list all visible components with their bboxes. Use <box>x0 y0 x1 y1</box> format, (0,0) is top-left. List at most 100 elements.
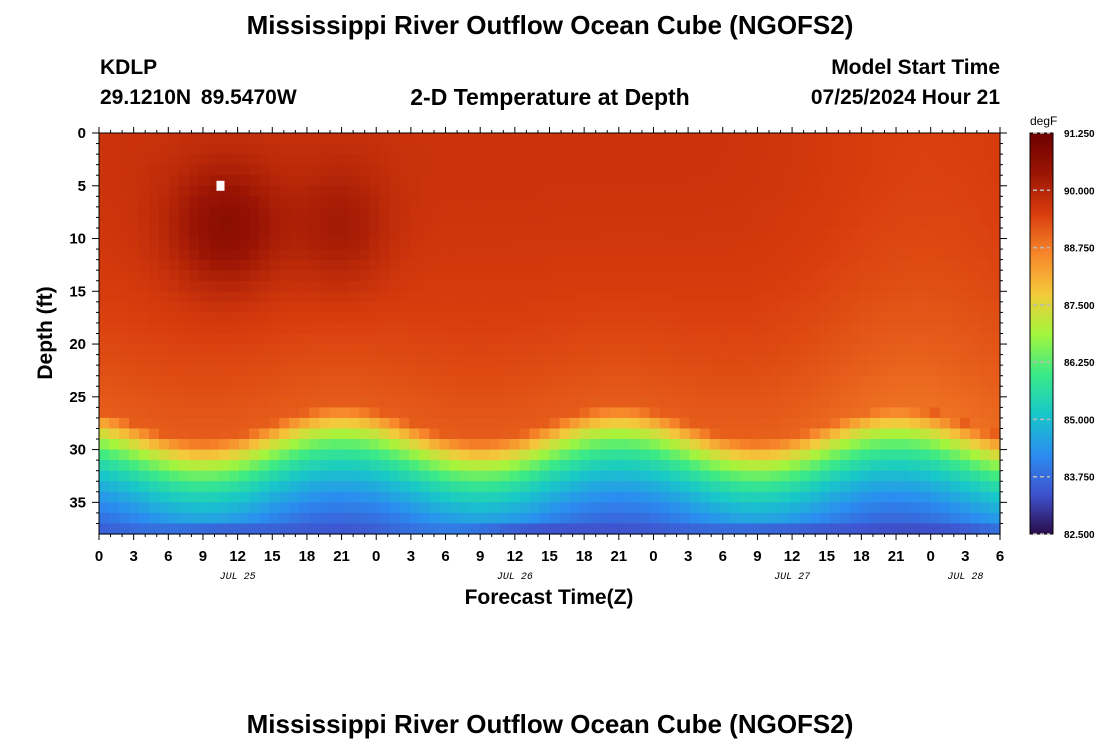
heatmap-cell <box>299 396 310 408</box>
heatmap-cell <box>959 396 971 408</box>
heatmap-cell <box>789 491 801 503</box>
heatmap-cell <box>349 491 360 503</box>
heatmap-cell <box>689 481 701 493</box>
heatmap-cell <box>139 291 150 303</box>
heatmap-cell <box>589 217 601 229</box>
heatmap-cell <box>729 344 741 356</box>
heatmap-cell <box>729 417 741 430</box>
heatmap-cell <box>539 217 551 229</box>
heatmap-cell <box>749 481 761 493</box>
heatmap-cell <box>889 185 901 197</box>
heatmap-cell <box>309 154 320 166</box>
heatmap-cell <box>739 512 751 525</box>
heatmap-cell <box>749 143 761 155</box>
heatmap-cell <box>719 280 731 292</box>
heatmap-cell <box>419 417 430 430</box>
heatmap-cell <box>979 512 991 525</box>
heatmap-cell <box>529 460 541 472</box>
heatmap-cell <box>919 322 931 335</box>
heatmap-cell <box>199 354 210 366</box>
heatmap-cell <box>339 164 350 176</box>
heatmap-cell <box>939 238 951 250</box>
heatmap-cell <box>169 417 180 430</box>
heatmap-cell <box>269 428 280 440</box>
heatmap-cell <box>839 133 851 145</box>
heatmap-cell <box>209 196 220 208</box>
heatmap-cell <box>229 396 240 408</box>
heatmap-cell <box>809 133 821 145</box>
heatmap-cell <box>349 175 360 187</box>
heatmap-cell <box>519 270 531 282</box>
heatmap-cell <box>619 523 631 535</box>
heatmap-cell <box>469 133 481 145</box>
heatmap-cell <box>449 344 460 356</box>
heatmap-cell <box>949 481 961 493</box>
heatmap-cell <box>649 227 661 240</box>
heatmap-cell <box>619 238 631 250</box>
heatmap-cell <box>429 143 440 155</box>
heatmap-cell <box>869 143 881 155</box>
heatmap-cell <box>639 217 651 229</box>
heatmap-cell <box>139 502 150 514</box>
heatmap-cell <box>829 407 841 419</box>
heatmap-cell <box>699 301 711 313</box>
heatmap-cell <box>909 407 921 419</box>
heatmap-cell <box>989 512 1001 525</box>
heatmap-cell <box>239 133 250 145</box>
heatmap-cell <box>359 312 370 324</box>
heatmap-cell <box>909 312 921 324</box>
heatmap-cell <box>519 502 531 514</box>
heatmap-cell <box>239 460 250 472</box>
heatmap-cell <box>359 386 370 398</box>
heatmap-cell <box>289 407 300 419</box>
heatmap-cell <box>939 280 951 292</box>
heatmap-cell <box>679 270 691 282</box>
heatmap-cell <box>449 154 460 166</box>
heatmap-cell <box>519 407 531 419</box>
heatmap-cell <box>219 217 230 229</box>
heatmap-cell <box>399 365 410 377</box>
heatmap-cell <box>179 407 190 419</box>
heatmap-cell <box>749 217 761 229</box>
heatmap-cell <box>469 206 481 219</box>
heatmap-cell <box>149 439 160 451</box>
heatmap-cell <box>389 175 400 187</box>
heatmap-cell <box>139 312 150 324</box>
heatmap-cell <box>889 291 901 303</box>
heatmap-cell <box>289 238 300 250</box>
heatmap-cell <box>809 175 821 187</box>
heatmap-cell <box>509 375 521 387</box>
heatmap-cell <box>609 449 621 461</box>
heatmap-cell <box>749 407 761 419</box>
heatmap-cell <box>769 249 781 261</box>
heatmap-cell <box>959 270 971 282</box>
heatmap-cell <box>719 354 731 366</box>
heatmap-cell <box>969 217 981 229</box>
heatmap-cell <box>729 428 741 440</box>
heatmap-cell <box>509 512 521 525</box>
heatmap-cell <box>219 386 230 398</box>
heatmap-cell <box>969 154 981 166</box>
heatmap-cell <box>479 449 491 461</box>
heatmap-cell <box>599 238 611 250</box>
heatmap-cell <box>689 344 701 356</box>
heatmap-cell <box>409 185 420 197</box>
heatmap-cell <box>509 217 521 229</box>
heatmap-cell <box>749 502 761 514</box>
heatmap-cell <box>889 460 901 472</box>
heatmap-cell <box>299 217 310 229</box>
heatmap-cell <box>519 439 531 451</box>
heatmap-cell <box>219 164 230 176</box>
x-axis-title: Forecast Time(Z) <box>465 586 634 609</box>
heatmap-cell <box>229 491 240 503</box>
heatmap-cell <box>559 185 571 197</box>
heatmap-cell <box>559 133 571 145</box>
heatmap-cell <box>679 333 691 345</box>
heatmap-cell <box>789 333 801 345</box>
heatmap-cell <box>869 470 881 482</box>
heatmap-cell <box>379 386 390 398</box>
heatmap-cell <box>709 417 721 430</box>
heatmap-cell <box>529 280 541 292</box>
heatmap-cell <box>529 344 541 356</box>
heatmap-cell <box>569 502 581 514</box>
